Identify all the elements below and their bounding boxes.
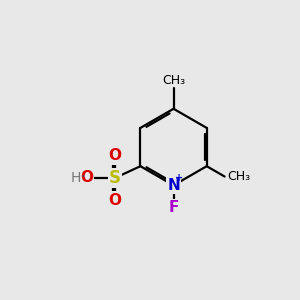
Text: F: F <box>168 200 179 215</box>
Text: O: O <box>108 193 122 208</box>
Text: H: H <box>70 171 81 185</box>
Text: N: N <box>167 178 180 193</box>
Text: O: O <box>80 170 93 185</box>
Text: S: S <box>109 169 121 187</box>
Text: CH₃: CH₃ <box>227 170 250 183</box>
Text: ·: · <box>81 170 85 185</box>
Text: +: + <box>176 173 184 183</box>
Text: O: O <box>108 148 122 164</box>
Text: CH₃: CH₃ <box>162 74 185 87</box>
